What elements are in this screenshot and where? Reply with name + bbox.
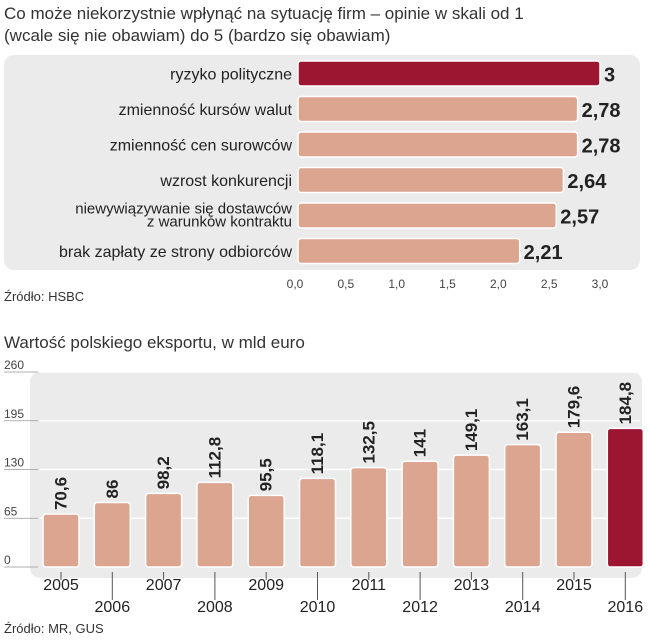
chart2-x-tick-label: 2007 <box>146 577 182 594</box>
chart2-y-tick-label: 0 <box>4 553 11 567</box>
chart2-x-tick-label: 2013 <box>454 577 490 594</box>
chart2-y-tick-label: 65 <box>4 504 18 518</box>
chart2-x-tick-label: 2012 <box>402 599 438 616</box>
chart1-x-tick-label: 3,0 <box>592 277 609 291</box>
chart2-value-label: 95,5 <box>257 458 276 491</box>
chart2-x-tick-label: 2016 <box>608 599 644 616</box>
chart2-bar <box>144 492 183 568</box>
chart2-bar <box>401 460 439 568</box>
chart1-value-label: 2,78 <box>582 136 621 158</box>
chart2-bar <box>196 481 234 568</box>
chart2-x-tick-label: 2006 <box>95 599 131 616</box>
chart1-horizontal-bars: ryzyko polityczne 3 zmienność kursów walut… <box>4 55 640 291</box>
chart1-x-tick-label: 2,5 <box>541 277 558 291</box>
chart2-bar <box>298 477 337 568</box>
chart2-source: Źródło: MR, GUS <box>4 621 104 636</box>
chart2-bar <box>555 431 593 568</box>
chart1-category-label: wzrost konkurencji <box>159 173 292 190</box>
chart2-y-tick-label: 260 <box>4 358 24 372</box>
chart2-x-tick-label: 2008 <box>197 599 233 616</box>
chart1-bar <box>297 131 579 158</box>
chart2-value-label: 132,5 <box>359 421 378 464</box>
chart1-x-tick-label: 0,5 <box>337 277 354 291</box>
chart2-x-tick-label: 2014 <box>505 599 541 616</box>
chart1-category-label: zmienność kursów walut <box>119 102 293 119</box>
chart2-x-tick-label: 2005 <box>43 577 79 594</box>
chart1-bar <box>297 166 565 194</box>
chart2-bar <box>503 443 542 568</box>
chart1-value-label: 2,64 <box>567 171 607 193</box>
chart1-x-tick-label: 0,0 <box>287 277 304 291</box>
chart2-x-tick-label: 2009 <box>248 577 284 594</box>
chart2-value-label: 149,1 <box>462 409 481 452</box>
chart2-bar <box>42 513 80 568</box>
chart1-title-line2: (wcale się nie obawiam) do 5 (bardzo się… <box>4 26 391 45</box>
chart1-value-label: 2,21 <box>524 242 563 264</box>
chart1-value-label: 2,78 <box>582 100 621 122</box>
chart2-x-tick-label: 2011 <box>352 577 387 594</box>
chart2-value-label: 118,1 <box>308 433 327 475</box>
chart1-value-label: 3 <box>604 65 615 87</box>
chart2-title: Wartość polskiego eksportu, w mld euro <box>4 333 305 352</box>
chart1-x-tick-label: 1,5 <box>439 277 456 291</box>
chart2-value-label: 98,2 <box>154 456 173 489</box>
chart1-bar <box>297 237 521 265</box>
chart1-category-label: z warunków kontraktu <box>147 214 292 231</box>
chart1-category-label: niewywiązywanie się dostawców <box>75 201 292 218</box>
chart2-value-label: 86 <box>103 480 122 499</box>
chart2-value-label: 141 <box>411 429 430 457</box>
chart2-y-tick-label: 195 <box>4 407 24 421</box>
chart2-value-label: 179,6 <box>565 386 584 429</box>
chart2-value-label: 184,8 <box>616 382 635 425</box>
chart2-bar <box>606 427 645 568</box>
chart1-x-tick-label: 1,0 <box>388 277 405 291</box>
chart1-bar <box>297 95 579 123</box>
chart1-category-label: ryzyko polityczne <box>170 67 292 84</box>
chart2-bar <box>93 501 132 568</box>
chart2-value-label: 112,8 <box>205 437 224 479</box>
chart2-bar <box>350 466 388 568</box>
chart1-value-label: 2,57 <box>560 207 599 229</box>
chart1-bar <box>297 202 558 229</box>
chart1-title-line1: Co może niekorzystnie wpłynąć na sytuacj… <box>4 4 524 23</box>
chart2-y-tick-label: 130 <box>4 456 24 470</box>
chart2-bar <box>452 454 491 568</box>
chart1-x-tick-label: 2,0 <box>490 277 507 291</box>
chart2-value-label: 70,6 <box>52 477 71 510</box>
chart2-value-label: 163,1 <box>513 398 532 441</box>
chart1-category-label: brak zapłaty ze strony odbiorców <box>59 244 292 261</box>
chart2-x-tick-label: 2010 <box>300 599 336 616</box>
chart2-x-tick-label: 2015 <box>556 577 592 594</box>
chart1-category-label: zmienność cen surowców <box>110 138 293 155</box>
chart1-source: Źródło: HSBC <box>4 289 85 304</box>
chart2-bar <box>247 494 285 568</box>
chart1-bar <box>297 60 601 87</box>
